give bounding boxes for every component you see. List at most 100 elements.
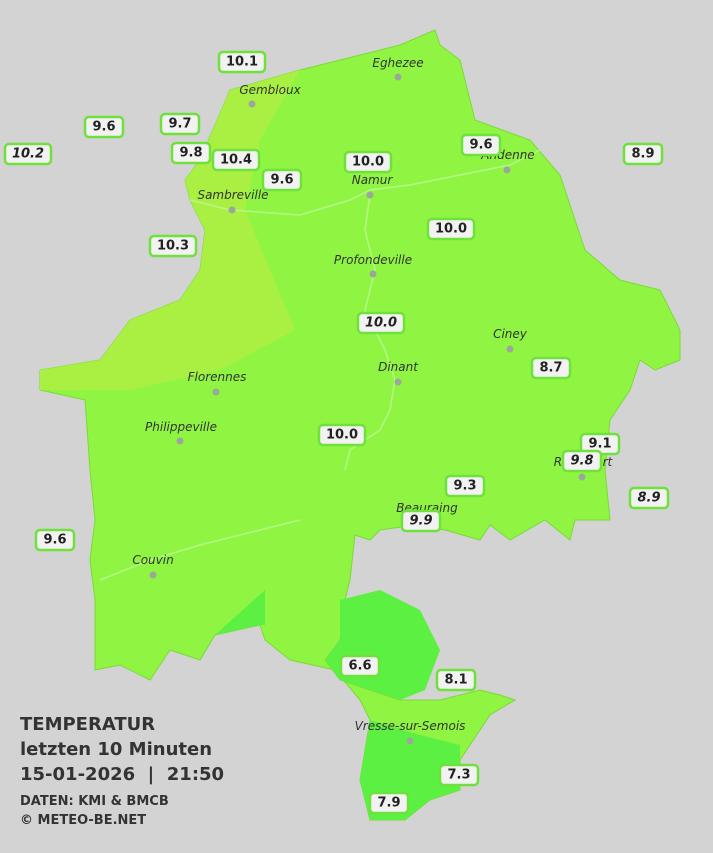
subtitle: letzten 10 Minuten	[20, 739, 212, 760]
stations: 10.1 9.6 9.7 10.2 9.8 10.4 9.6 10.0 9.6 8.9 10.0 10…	[3, 50, 670, 815]
station-box	[561, 449, 603, 473]
station: 9.8	[561, 449, 603, 473]
station-value: 9.6	[43, 533, 66, 548]
station-box	[622, 142, 664, 166]
station-value: 9.6	[92, 120, 115, 135]
station-value: 9.6	[469, 138, 492, 153]
station: 8.9	[622, 142, 664, 166]
station-value: 8.9	[631, 147, 654, 162]
station: 9.7	[159, 112, 201, 136]
credit: DATEN: KMI & BMCB	[20, 794, 169, 809]
station-box	[83, 115, 125, 139]
station-box	[438, 763, 480, 787]
station-box	[211, 148, 261, 172]
station-value: 10.0	[326, 428, 358, 443]
city-label: Florennes	[188, 370, 247, 384]
station-value: 9.9	[409, 514, 432, 529]
station: 8.7	[530, 356, 572, 380]
station: 9.6	[83, 115, 125, 139]
station-value: 10.0	[435, 222, 467, 237]
city-dot	[506, 345, 514, 353]
city-label: Couvin	[132, 553, 173, 567]
station-box	[317, 423, 367, 447]
station-value: 8.1	[444, 673, 467, 688]
city-label: Profondeville	[334, 253, 412, 267]
station: 10.3	[148, 234, 198, 258]
station-box	[339, 654, 381, 678]
station: 9.6	[460, 133, 502, 157]
city-label: Dinant	[378, 360, 419, 374]
station-box	[435, 668, 477, 692]
cold-zone	[215, 590, 265, 635]
station: 10.0	[317, 423, 367, 447]
city-label: Philippeville	[145, 420, 217, 434]
station: 6.6	[339, 654, 381, 678]
station: 9.9	[400, 509, 442, 533]
station-value: 9.8	[570, 454, 593, 469]
station-value: 10.1	[226, 55, 258, 70]
station-box	[426, 217, 476, 241]
station-value: 9.6	[270, 173, 293, 188]
station-box	[148, 234, 198, 258]
station-box	[368, 791, 410, 815]
city-dot	[212, 388, 220, 396]
legend: TEMPERATUR letzten 10 Minuten 15-01-2026…	[20, 714, 224, 828]
station-value: 8.7	[539, 361, 562, 376]
timestamp: 15-01-2026 | 21:50	[20, 764, 224, 785]
station-value: 7.9	[377, 796, 400, 811]
city-label: Eghezee	[372, 56, 423, 70]
station-box	[159, 112, 201, 136]
river	[189, 149, 541, 216]
station-box	[628, 486, 670, 510]
title: TEMPERATUR	[20, 714, 155, 735]
city-dot	[369, 270, 377, 278]
city-dot	[228, 206, 236, 214]
station: 10.2	[3, 142, 53, 166]
station-value: 10.4	[220, 153, 252, 168]
city-dot	[394, 378, 402, 386]
station-box	[444, 474, 486, 498]
station: 8.9	[628, 486, 670, 510]
station: 7.9	[368, 791, 410, 815]
city-dot	[578, 473, 586, 481]
station-box	[34, 528, 76, 552]
cities: EghezeeGemblouxAndenneNamurSambrevillePr…	[132, 56, 614, 745]
station-value: 9.8	[179, 146, 202, 161]
city-dot	[394, 73, 402, 81]
station-value: 10.3	[157, 239, 189, 254]
station-box	[460, 133, 502, 157]
city-dot	[406, 737, 414, 745]
station-box	[3, 142, 53, 166]
city-dot	[176, 437, 184, 445]
city-label: Vresse-sur-Semois	[355, 719, 466, 733]
city-label: Sambreville	[197, 188, 268, 202]
station-box	[170, 141, 212, 165]
station-value: 8.9	[637, 491, 660, 506]
station: 7.3	[438, 763, 480, 787]
station-box	[217, 50, 267, 74]
station-value: 9.3	[453, 479, 476, 494]
station: 10.1	[217, 50, 267, 74]
city-label: Namur	[352, 173, 394, 187]
station-value: 9.1	[588, 437, 611, 452]
station: 10.4	[211, 148, 261, 172]
station: 9.8	[170, 141, 212, 165]
city-dot	[149, 571, 157, 579]
station-box	[261, 168, 303, 192]
station: 9.6	[261, 168, 303, 192]
station-value: 10.0	[352, 155, 384, 170]
station: 8.1	[435, 668, 477, 692]
river	[99, 519, 301, 581]
city-dot	[503, 166, 511, 174]
station: 10.0	[356, 311, 406, 335]
city-label: Gembloux	[239, 83, 301, 97]
station-box	[400, 509, 442, 533]
city-dot	[366, 191, 374, 199]
station-value: 10.0	[365, 316, 397, 331]
station: 9.3	[444, 474, 486, 498]
station-box	[343, 150, 393, 174]
city-label: Ciney	[493, 327, 528, 341]
station-box	[530, 356, 572, 380]
station-value: 10.2	[12, 147, 44, 162]
